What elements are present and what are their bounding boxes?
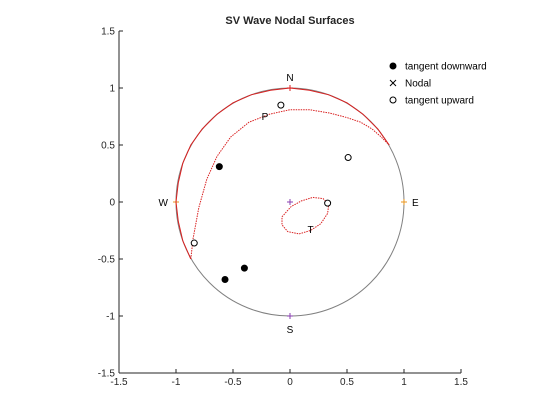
x-tick-label: 1 bbox=[401, 377, 407, 388]
data-point bbox=[345, 155, 351, 161]
x-tick-label: 1.5 bbox=[454, 377, 468, 388]
data-point bbox=[278, 102, 284, 108]
direction-label-w: W bbox=[159, 198, 169, 209]
direction-label-n: N bbox=[286, 73, 293, 84]
data-point bbox=[222, 277, 228, 283]
axis-point-label-t: T bbox=[307, 225, 313, 236]
direction-label-e: E bbox=[412, 198, 419, 209]
data-point bbox=[216, 164, 222, 170]
chart-title: SV Wave Nodal Surfaces bbox=[225, 15, 354, 27]
direction-label-s: S bbox=[287, 325, 294, 336]
legend-label: tangent upward bbox=[405, 96, 474, 107]
y-tick-label: 0 bbox=[109, 198, 115, 209]
nodal-curves: PT bbox=[176, 88, 389, 259]
data-point bbox=[191, 240, 197, 246]
y-tick-label: 1 bbox=[109, 84, 115, 95]
legend-marker bbox=[390, 63, 396, 69]
nodal-curve bbox=[282, 197, 329, 234]
legend-label: tangent downward bbox=[405, 62, 487, 73]
y-tick-label: -1 bbox=[106, 312, 115, 323]
legend: tangent downward Nodal tangent upward bbox=[390, 62, 487, 107]
legend-marker bbox=[390, 97, 396, 103]
data-point bbox=[325, 200, 331, 206]
nodal-curve bbox=[176, 88, 389, 259]
x-tick-label: 0 bbox=[287, 377, 293, 388]
x-tick-label: -0.5 bbox=[224, 377, 242, 388]
data-marks bbox=[191, 102, 351, 282]
x-tick-label: -1 bbox=[172, 377, 181, 388]
y-tick-label: -1.5 bbox=[98, 369, 116, 380]
y-tick-label: 0.5 bbox=[101, 141, 115, 152]
nodal-curve bbox=[191, 110, 389, 259]
y-tick-label: -0.5 bbox=[98, 255, 116, 266]
data-point bbox=[241, 265, 247, 271]
stereonet: N S E W bbox=[159, 73, 419, 336]
legend-label: Nodal bbox=[405, 79, 431, 90]
axis-point-label-p: P bbox=[262, 112, 269, 123]
y-tick-label: 1.5 bbox=[101, 27, 115, 38]
x-tick-label: 0.5 bbox=[340, 377, 354, 388]
